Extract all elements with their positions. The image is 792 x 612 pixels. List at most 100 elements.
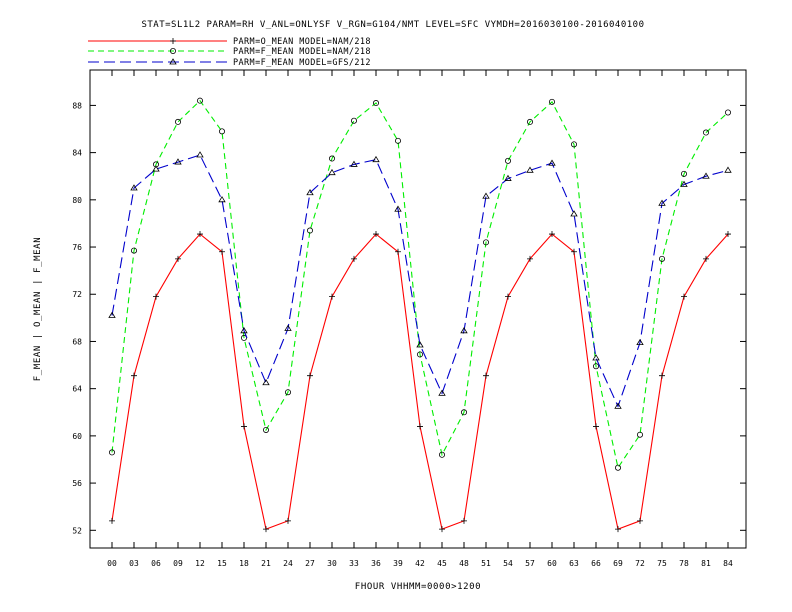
x-tick-label: 57	[525, 559, 535, 568]
data-point	[328, 168, 336, 176]
series-3	[108, 151, 732, 409]
data-point	[526, 166, 534, 173]
data-point	[108, 311, 116, 318]
data-point	[416, 351, 423, 358]
data-point	[725, 231, 731, 238]
data-point	[174, 118, 181, 125]
y-tick-label: 68	[72, 337, 82, 346]
legend-label: PARM=F_MEAN MODEL=GFS/212	[233, 58, 371, 68]
data-point	[263, 526, 269, 533]
data-point	[153, 293, 159, 300]
legend-label: PARM=O_MEAN MODEL=NAM/218	[233, 37, 371, 47]
x-tick-label: 63	[569, 559, 579, 568]
data-point	[169, 48, 176, 55]
data-point	[241, 423, 247, 430]
data-point	[439, 526, 445, 533]
data-point	[637, 431, 644, 438]
data-point	[351, 255, 357, 262]
x-tick-label: 51	[481, 559, 491, 568]
data-point	[482, 239, 489, 246]
data-point	[570, 210, 578, 217]
data-point	[680, 180, 688, 187]
data-point	[548, 159, 556, 166]
data-point	[416, 341, 424, 348]
series-layer	[108, 97, 732, 533]
x-tick-label: 00	[107, 559, 117, 568]
x-tick-label: 27	[305, 559, 315, 568]
series-line	[111, 99, 729, 470]
x-tick-label: 54	[503, 559, 513, 568]
data-point	[438, 389, 446, 396]
data-point	[262, 378, 270, 386]
data-point	[505, 293, 511, 300]
data-point	[372, 100, 379, 107]
chart-title: STAT=SL1L2 PARAM=RH V_ANL=ONLYSF V_RGN=G…	[141, 20, 644, 30]
data-point	[218, 196, 226, 203]
series-line	[111, 233, 729, 530]
data-point	[285, 517, 291, 524]
data-point	[197, 231, 203, 238]
x-tick-label: 81	[701, 559, 711, 568]
data-point	[307, 372, 313, 379]
x-tick-label: 48	[459, 559, 469, 568]
plot-frame	[89, 69, 747, 549]
data-point	[592, 354, 600, 361]
x-tick-label: 84	[723, 559, 733, 568]
y-tick-label: 52	[72, 526, 82, 535]
data-point	[614, 402, 622, 409]
x-tick-label: 45	[437, 559, 447, 568]
data-point	[306, 188, 314, 196]
data-point	[130, 247, 137, 254]
data-point	[461, 517, 467, 524]
data-point	[175, 255, 181, 262]
x-tick-label: 30	[327, 559, 337, 568]
data-point	[170, 38, 176, 44]
data-point	[483, 372, 489, 379]
data-point	[593, 423, 599, 430]
x-tick-label: 03	[129, 559, 139, 568]
y-tick-label: 88	[72, 101, 82, 110]
data-point	[482, 192, 490, 199]
data-point	[284, 324, 292, 331]
data-point	[169, 58, 177, 65]
data-point	[681, 170, 688, 177]
x-axis-label: FHOUR VHHMM=0000>1200	[355, 582, 481, 592]
data-point	[658, 199, 666, 206]
data-point	[724, 166, 732, 173]
data-point	[549, 231, 555, 238]
y-tick-label: 72	[72, 290, 82, 299]
data-point	[395, 248, 401, 255]
data-point	[328, 155, 335, 162]
data-point	[571, 248, 577, 255]
data-point	[549, 98, 556, 105]
data-point	[130, 184, 138, 191]
data-point	[218, 128, 225, 135]
data-point	[109, 517, 115, 524]
x-tick-label: 18	[239, 559, 249, 568]
data-point	[131, 372, 137, 379]
data-point	[219, 248, 225, 255]
data-point	[152, 161, 159, 168]
data-point	[725, 109, 732, 116]
x-tick-label: 39	[393, 559, 403, 568]
series-line	[111, 154, 729, 408]
x-tick-label: 33	[349, 559, 359, 568]
x-tick-label: 75	[657, 559, 667, 568]
data-point	[196, 151, 204, 158]
x-tick-label: 60	[547, 559, 557, 568]
data-point	[460, 409, 467, 416]
data-point	[174, 158, 182, 165]
data-point	[593, 363, 600, 370]
data-point	[571, 141, 578, 148]
data-point	[417, 423, 423, 430]
data-point	[284, 389, 291, 396]
y-axis-label: F_MEAN | O_MEAN | F_MEAN	[33, 237, 43, 381]
data-point	[659, 372, 665, 379]
data-point	[615, 526, 621, 533]
data-point	[152, 165, 160, 172]
x-axis: 00 03 06 09 12 15 18 21 24 27 30 33 36 39 42 45 48 51 54 57…	[107, 70, 733, 568]
y-tick-label: 64	[72, 385, 82, 394]
data-point	[350, 117, 357, 124]
data-point	[394, 137, 401, 144]
y-tick-label: 76	[72, 243, 82, 252]
